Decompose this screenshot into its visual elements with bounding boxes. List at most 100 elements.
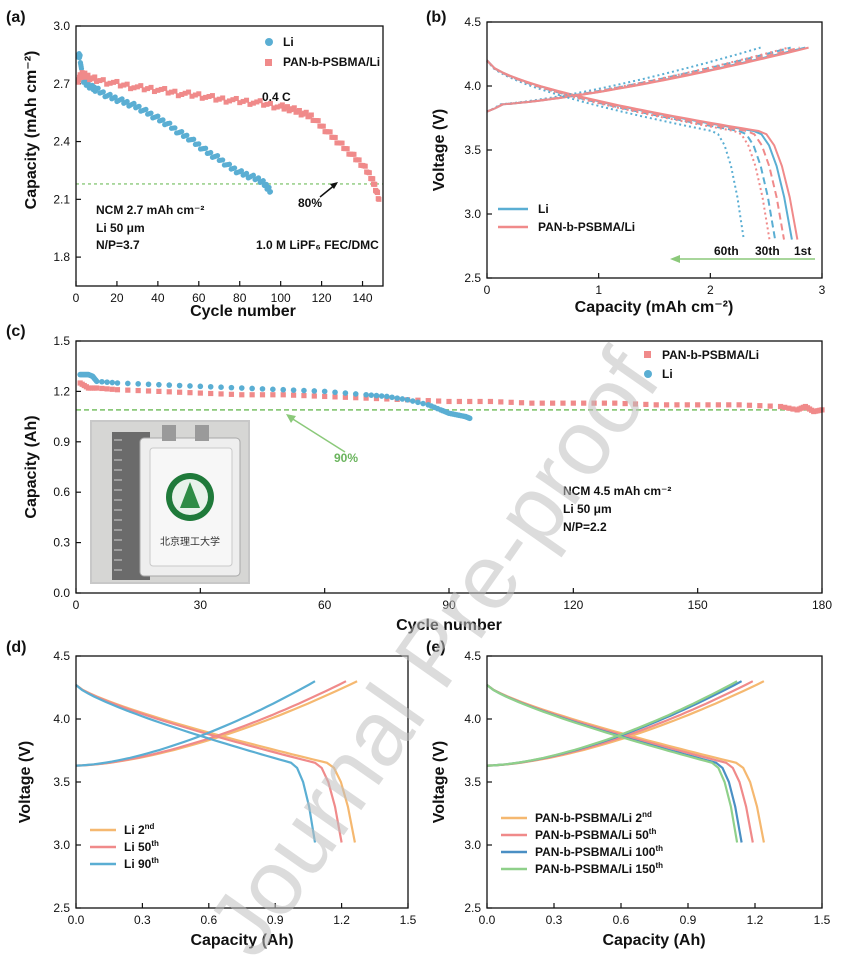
panel-a-ytick-label: 1.8 <box>53 250 70 264</box>
panel-e: (e) 0.0 0.3 0.6 0.9 1.2 1.5 2.5 3.0 3.5 4.0 4.5 Ca… <box>426 639 831 949</box>
panel-a-np-annotation: N/P=3.7 <box>96 238 140 252</box>
panel-e-frame <box>486 655 823 909</box>
panel-c-point-pan <box>477 398 483 405</box>
panel-a-frame <box>75 25 384 287</box>
panel-a-point-pan <box>121 82 127 88</box>
panel-b-ticks: 0 1 2 3 2.5 3.0 3.5 4.0 4.5 <box>464 15 825 297</box>
panel-a-point-li <box>100 89 106 95</box>
panel-d-xtick-label: 0.6 <box>200 913 217 927</box>
panel-a-point-pan <box>85 72 91 78</box>
panel-e-ytick-label: 4.5 <box>464 649 481 663</box>
panel-a-point-pan <box>296 107 302 113</box>
panel-c-point-li <box>311 388 318 394</box>
panel-a-point-pan <box>172 88 178 94</box>
panel-c-point-li <box>109 379 116 386</box>
panel-d-frame <box>75 655 409 909</box>
panel-c-point-pan <box>715 402 721 408</box>
panel-a-point-pan <box>254 99 260 105</box>
panel-c-point-pan <box>726 402 732 408</box>
panel-c-point-li <box>99 378 105 385</box>
panel-d-ytick-label: 3.5 <box>53 775 70 789</box>
panel-d-ticks: 0.0 0.3 0.6 0.9 1.2 1.5 2.5 3.0 3.5 4.0 4.5 <box>53 649 416 927</box>
panel-a-point-li <box>243 170 250 176</box>
panel-d-ytick-label: 3.0 <box>53 838 70 852</box>
panel-e-label: (e) <box>426 639 446 656</box>
panel-a-point-pan <box>100 77 106 83</box>
panel-a-point-pan <box>370 176 376 182</box>
panel-a-xtick-label: 0 <box>73 291 80 305</box>
panel-a-point-pan <box>223 99 229 105</box>
panel-c-xtick-label: 30 <box>194 598 208 612</box>
panel-a-ytick-label: 2.1 <box>53 192 70 206</box>
panel-a-li-annotation: Li 50 μm <box>96 221 145 235</box>
panel-c-point-pan <box>197 390 203 396</box>
panel-a-point-pan <box>93 78 99 84</box>
panel-c-legend-pan-marker <box>644 351 651 358</box>
panel-c-point-li <box>280 386 287 393</box>
panel-a-point-pan <box>124 81 130 87</box>
panel-a-xtick-label: 40 <box>151 291 165 305</box>
panel-c-label: (c) <box>6 323 26 340</box>
panel-c-point-pan <box>270 392 276 398</box>
panel-c-point-pan <box>208 390 214 397</box>
panel-a-point-li <box>119 96 125 102</box>
panel-c-point-pan <box>446 398 452 405</box>
panel-a: (a) 0 20 40 60 80 100 120 140 1.8 2.1 2.4 2.7 3.0 Cy… <box>6 9 384 320</box>
panel-b-ytick-label: 3.0 <box>464 207 481 221</box>
panel-c-point-li <box>197 383 204 390</box>
panel-a-label: (a) <box>6 9 26 26</box>
panel-c-point-pan <box>518 400 525 406</box>
panel-d-legend-label: Li 90th <box>124 856 159 871</box>
panel-a-legend-pan: PAN-b-PSBMA/Li <box>283 55 380 69</box>
panel-d-xlabel: Capacity (Ah) <box>190 932 293 949</box>
panel-c-point-li <box>389 394 395 401</box>
panel-a-xtick-label: 20 <box>110 291 124 305</box>
panel-a-point-pan <box>332 134 338 140</box>
panel-a-point-pan <box>151 89 157 95</box>
panel-a-point-pan <box>366 170 372 176</box>
panel-c-legend-li-marker <box>644 370 652 378</box>
panel-d-marks <box>75 680 358 843</box>
panel-c-point-pan <box>643 401 649 408</box>
panel-e-legend-label: PAN-b-PSBMA/Li 2nd <box>535 810 652 825</box>
panel-a-ylabel: Capacity (mAh cm⁻²) <box>23 51 40 210</box>
panel-d-ytick-label: 4.5 <box>53 649 70 663</box>
panel-d-label: (d) <box>6 639 26 656</box>
panel-c-point-pan <box>757 403 763 409</box>
panel-c-legend-pan: PAN-b-PSBMA/Li <box>662 348 759 362</box>
panel-a-point-pan <box>186 89 192 95</box>
panel-a-point-pan <box>75 79 81 85</box>
panel-b-discharge-pan-30th <box>486 59 785 240</box>
panel-a-arrow-head <box>330 182 338 189</box>
panel-a-point-pan <box>308 112 314 118</box>
panel-c-xtick-label: 120 <box>563 598 583 612</box>
panel-a-point-li <box>155 113 161 119</box>
panel-c-point-pan <box>591 400 597 406</box>
panel-c-point-pan <box>187 390 193 396</box>
panel-a-point-li <box>196 141 202 147</box>
panel-d-xtick-label: 0.0 <box>68 913 85 927</box>
panel-a-point-pan <box>233 95 239 101</box>
panel-a-point-pan <box>356 157 362 163</box>
panel-c-point-pan <box>342 394 348 400</box>
panel-c-point-li <box>187 383 193 389</box>
panel-c-point-pan <box>487 398 494 405</box>
panel-a-ticks: 0 20 40 60 80 100 120 140 1.8 2.1 2.4 2.7 3.0 <box>53 19 373 305</box>
panel-c-point-pan <box>695 402 701 408</box>
panel-a-point-pan <box>213 97 219 103</box>
panel-a-point-pan <box>182 90 188 96</box>
panel-a-point-pan <box>257 98 263 104</box>
panel-c-point-li <box>404 397 411 403</box>
panel-a-point-li <box>124 98 130 105</box>
panel-a-point-li <box>78 66 85 72</box>
panel-c-point-pan <box>145 388 152 394</box>
panel-b: (b) 0 1 2 3 2.5 3.0 3.5 4.0 4.5 Capacity (mAh cm… <box>426 9 826 316</box>
panel-a-point-pan <box>169 89 175 95</box>
panel-e-xtick-label: 0.3 <box>546 913 563 927</box>
panel-e-ytick-label: 4.0 <box>464 712 481 726</box>
panel-a-point-pan <box>376 196 382 202</box>
panel-c-point-pan <box>456 398 462 405</box>
panel-a-point-li <box>214 153 221 159</box>
panel-a-point-pan <box>274 104 280 110</box>
panel-c-xtick-label: 90 <box>442 598 456 612</box>
